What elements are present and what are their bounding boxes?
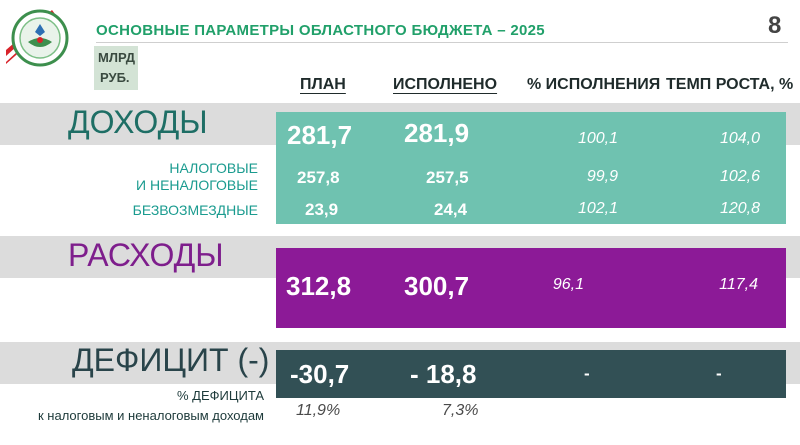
expenses-executed: 300,7	[404, 271, 470, 301]
unit-line-2: РУБ.	[100, 70, 130, 85]
deficit-executed: - 18,8	[410, 359, 477, 389]
deficit-label: ДЕФИЦИТ (-)	[72, 342, 270, 378]
income-total-executed: 281,9	[404, 118, 470, 148]
unit-line-1: МЛРД	[98, 50, 136, 65]
tax-executed: 257,5	[426, 168, 469, 187]
free-percent: 102,1	[577, 200, 618, 217]
deficit-growth: -	[716, 364, 722, 383]
free-executed: 24,4	[434, 200, 468, 219]
tax-percent: 99,9	[586, 168, 618, 185]
free-growth: 120,8	[719, 200, 760, 217]
column-header-plan: ПЛАН	[300, 76, 346, 93]
income-total-growth: 104,0	[719, 130, 760, 147]
tax-growth: 102,6	[719, 168, 760, 185]
expenses-growth: 117,4	[719, 276, 758, 293]
deficit-percent: -	[584, 364, 590, 383]
deficit-share-label-1: % ДЕФИЦИТА	[176, 388, 264, 403]
income-label: ДОХОДЫ	[68, 104, 208, 140]
unit-badge	[94, 46, 138, 90]
column-header-growth: ТЕМП РОСТА, %	[666, 76, 794, 93]
column-header-percent: % ИСПОЛНЕНИЯ	[527, 76, 661, 93]
deficit-share-label-2: к налоговым и неналоговым доходам	[37, 408, 264, 423]
deficit-panel	[276, 350, 786, 398]
expenses-label: РАСХОДЫ	[68, 237, 224, 273]
income-total-plan: 281,7	[287, 120, 353, 150]
income-total-percent: 100,1	[577, 130, 618, 147]
tax-label-1: НАЛОГОВЫЕ	[169, 160, 258, 176]
title-divider	[96, 42, 788, 43]
region-emblem-icon	[6, 9, 69, 67]
expenses-plan: 312,8	[286, 271, 352, 301]
tax-plan: 257,8	[297, 168, 340, 187]
column-header-executed: ИСПОЛНЕНО	[393, 76, 498, 93]
income-panel	[276, 112, 786, 224]
deficit-plan: -30,7	[290, 359, 350, 389]
expenses-percent: 96,1	[552, 276, 584, 293]
page-number: 8	[768, 12, 782, 39]
page-title: ОСНОВНЫЕ ПАРАМЕТРЫ ОБЛАСТНОГО БЮДЖЕТА – …	[96, 22, 545, 39]
free-plan: 23,9	[305, 200, 339, 219]
expenses-panel	[276, 248, 786, 328]
deficit-share-executed: 7,3%	[442, 402, 479, 419]
deficit-share-plan: 11,9%	[296, 402, 341, 419]
free-label: БЕЗВОЗМЕЗДНЫЕ	[132, 202, 258, 218]
tax-label-2: И НЕНАЛОГОВЫЕ	[136, 177, 258, 193]
